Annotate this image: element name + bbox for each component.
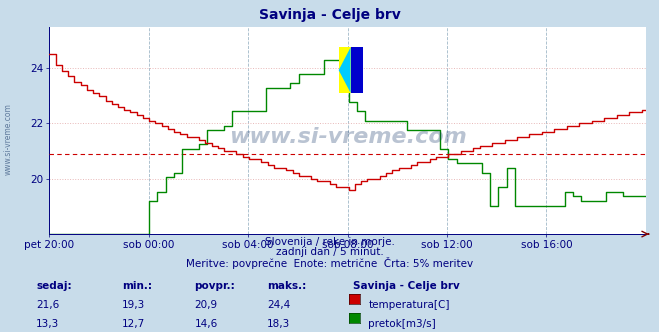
Text: 24,4: 24,4: [267, 300, 290, 310]
Text: maks.:: maks.:: [267, 281, 306, 290]
Text: zadnji dan / 5 minut.: zadnji dan / 5 minut.: [275, 247, 384, 257]
Text: www.si-vreme.com: www.si-vreme.com: [229, 126, 467, 146]
Text: 21,6: 21,6: [36, 300, 59, 310]
Text: 18,3: 18,3: [267, 319, 290, 329]
Text: temperatura[C]: temperatura[C]: [368, 300, 450, 310]
Polygon shape: [339, 47, 351, 93]
Text: sedaj:: sedaj:: [36, 281, 72, 290]
Text: www.si-vreme.com: www.si-vreme.com: [3, 104, 13, 175]
Text: Savinja - Celje brv: Savinja - Celje brv: [353, 281, 459, 290]
Text: povpr.:: povpr.:: [194, 281, 235, 290]
Text: Meritve: povprečne  Enote: metrične  Črta: 5% meritev: Meritve: povprečne Enote: metrične Črta:…: [186, 257, 473, 269]
Text: Slovenija / reke in morje.: Slovenija / reke in morje.: [264, 237, 395, 247]
Text: 14,6: 14,6: [194, 319, 217, 329]
Text: Savinja - Celje brv: Savinja - Celje brv: [258, 8, 401, 22]
Text: 20,9: 20,9: [194, 300, 217, 310]
Text: 12,7: 12,7: [122, 319, 145, 329]
Text: 13,3: 13,3: [36, 319, 59, 329]
FancyBboxPatch shape: [339, 47, 351, 93]
FancyBboxPatch shape: [351, 47, 362, 93]
Text: pretok[m3/s]: pretok[m3/s]: [368, 319, 436, 329]
Text: min.:: min.:: [122, 281, 152, 290]
Text: 19,3: 19,3: [122, 300, 145, 310]
